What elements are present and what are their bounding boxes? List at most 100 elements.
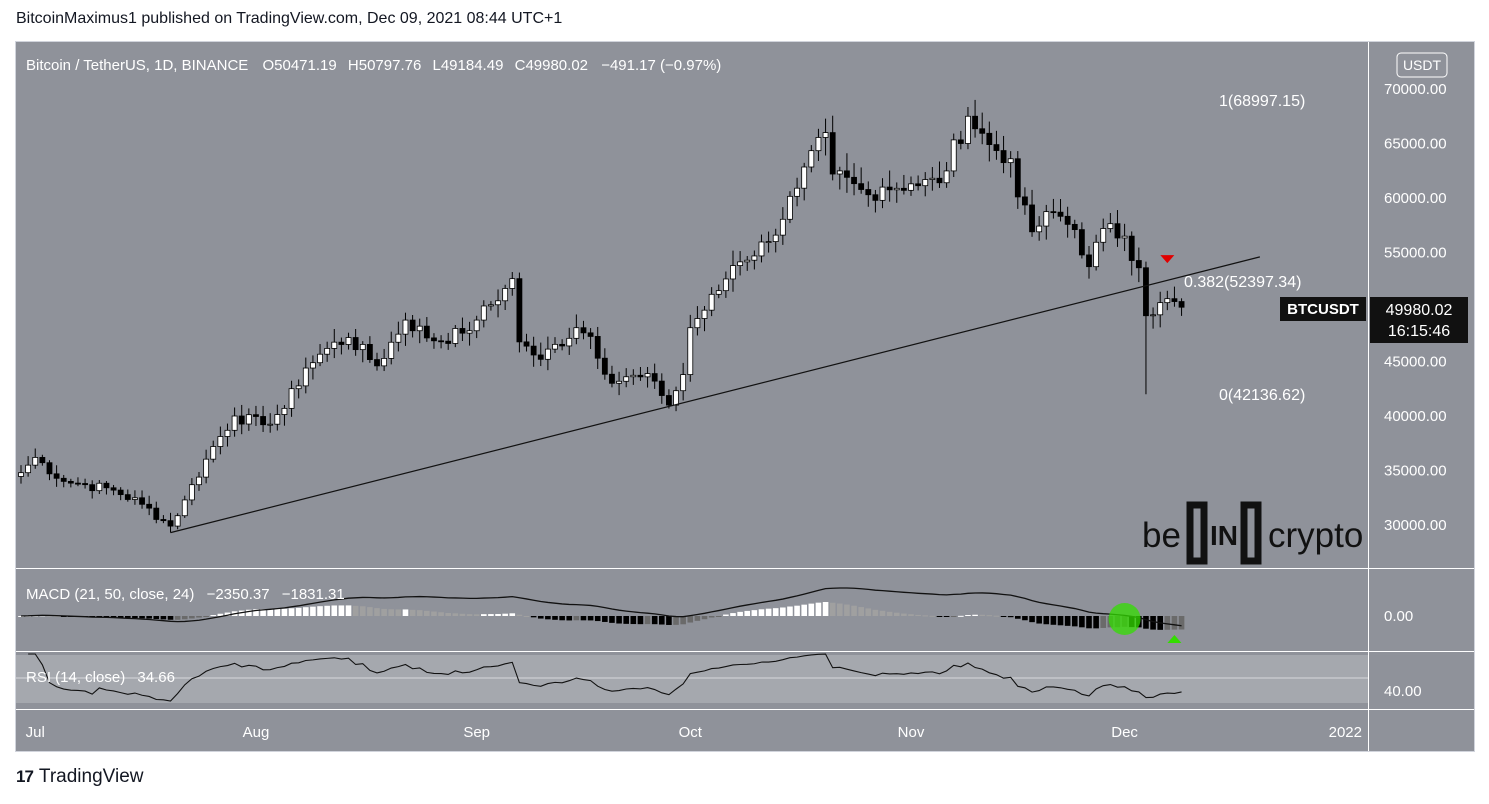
macd-histogram-bar — [659, 616, 665, 625]
candle-body — [188, 484, 195, 501]
rsi-value: 34.66 — [137, 669, 175, 686]
candle-body — [395, 333, 402, 343]
candle-body — [915, 183, 922, 187]
candle-body — [132, 497, 138, 500]
macd-histogram-bar — [765, 608, 772, 616]
candle-body — [89, 484, 96, 492]
candle-body — [110, 487, 117, 491]
candle-body — [117, 489, 124, 496]
candle-body — [82, 483, 88, 486]
candle-body — [274, 414, 281, 425]
macd-histogram-bar — [808, 603, 815, 616]
candle-body — [929, 177, 936, 180]
macd-histogram-bar — [929, 615, 936, 617]
macd-histogram-bar — [1050, 616, 1057, 625]
macd-histogram-bar — [502, 613, 508, 616]
candle-body — [609, 373, 615, 384]
macd-histogram-bar — [858, 607, 864, 616]
candle-body — [1171, 298, 1178, 302]
macd-histogram-bar — [950, 616, 957, 617]
legend-h-label: H — [348, 57, 359, 74]
macd-histogram-bar — [1086, 616, 1092, 629]
macd-histogram-bar — [196, 616, 202, 618]
candle-body — [1121, 235, 1128, 239]
candle-body — [53, 473, 60, 479]
currency-button[interactable] — [1396, 52, 1448, 78]
time-axis-label: Nov — [898, 724, 925, 741]
candle-body — [423, 325, 430, 339]
macd-histogram-bar — [367, 607, 373, 616]
currency-label: USDT — [1403, 57, 1442, 73]
macd-histogram-bar — [630, 616, 637, 625]
macd-histogram-bar — [139, 616, 145, 619]
candle-body — [331, 341, 338, 349]
macd-histogram-bar — [203, 616, 209, 617]
macd-histogram-bar — [979, 614, 985, 616]
candle-body — [808, 150, 815, 168]
sell-signal-arrow-icon — [1160, 255, 1175, 264]
macd-histogram-bar — [530, 616, 537, 618]
candle-body — [1064, 215, 1071, 225]
candle-body — [573, 327, 580, 339]
macd-histogram-bar — [715, 616, 722, 617]
candle-body — [32, 457, 39, 466]
rsi-axis-label: 40.00 — [1384, 683, 1422, 700]
candle-body — [794, 187, 800, 197]
candle-body — [1178, 301, 1185, 308]
macd-histogram-bar — [986, 615, 993, 617]
macd-histogram-bar — [872, 609, 879, 616]
macd-label: MACD (21, 50, close, 24) — [26, 586, 194, 603]
candle-body — [1057, 211, 1064, 217]
macd-histogram-bar — [267, 609, 273, 616]
macd-value-2: −1831.31 — [282, 586, 345, 603]
candle-body — [879, 186, 886, 201]
candle-body — [822, 132, 829, 138]
time-axis-label: Jul — [26, 724, 45, 741]
macd-histogram-bar — [972, 614, 978, 616]
chart-svg[interactable]: Bitcoin / TetherUS, 1D, BINANCE O50471.1… — [16, 42, 1474, 751]
candle-body — [67, 480, 74, 484]
legend-change: −491.17 (−0.97%) — [601, 57, 721, 74]
candle-body — [1114, 223, 1121, 239]
fib-label-bottom: 0(42136.62) — [1219, 387, 1305, 404]
macd-histogram-bar — [559, 616, 565, 621]
candle-body — [153, 507, 160, 520]
macd-histogram-bar — [103, 616, 110, 618]
candle-body — [908, 183, 914, 191]
macd-histogram-bar — [666, 616, 672, 625]
macd-histogram-bar — [1064, 616, 1071, 626]
macd-histogram-bar — [908, 614, 914, 616]
macd-histogram-bar — [488, 614, 494, 616]
macd-histogram-bar — [780, 607, 786, 616]
candle-body — [96, 482, 103, 492]
macd-histogram-bar — [374, 608, 380, 616]
bar-countdown: 16:15:46 — [1388, 323, 1450, 340]
macd-histogram-bar — [701, 616, 708, 620]
macd-histogram-bar — [310, 606, 316, 616]
candle-body — [594, 336, 601, 359]
candle-body — [957, 139, 964, 144]
candle-body — [886, 186, 893, 191]
candle-body — [530, 345, 537, 356]
candle-body — [39, 457, 46, 464]
time-axis-label: Sep — [463, 724, 490, 741]
macd-histogram-bar — [744, 610, 751, 616]
legend-low: 49184.49 — [441, 57, 504, 74]
time-axis-label: 2022 — [1329, 724, 1362, 741]
candle-body — [1128, 235, 1135, 261]
candle-body — [936, 177, 943, 184]
macd-histogram-bar — [545, 616, 551, 620]
macd-histogram-bar — [922, 615, 929, 617]
candle-body — [922, 179, 929, 187]
candle-body — [972, 115, 978, 130]
candle-body — [238, 415, 245, 425]
macd-histogram-bar — [1171, 616, 1178, 630]
candle-body — [1086, 254, 1092, 268]
trendline[interactable] — [170, 256, 1261, 534]
macd-histogram-bar — [281, 608, 288, 616]
time-axis-label: Oct — [679, 724, 703, 741]
macd-histogram-bar — [1093, 616, 1099, 629]
candle-body — [801, 166, 808, 189]
footer-brand[interactable]: TradingView — [38, 766, 144, 787]
ticker-tag — [1280, 297, 1366, 321]
